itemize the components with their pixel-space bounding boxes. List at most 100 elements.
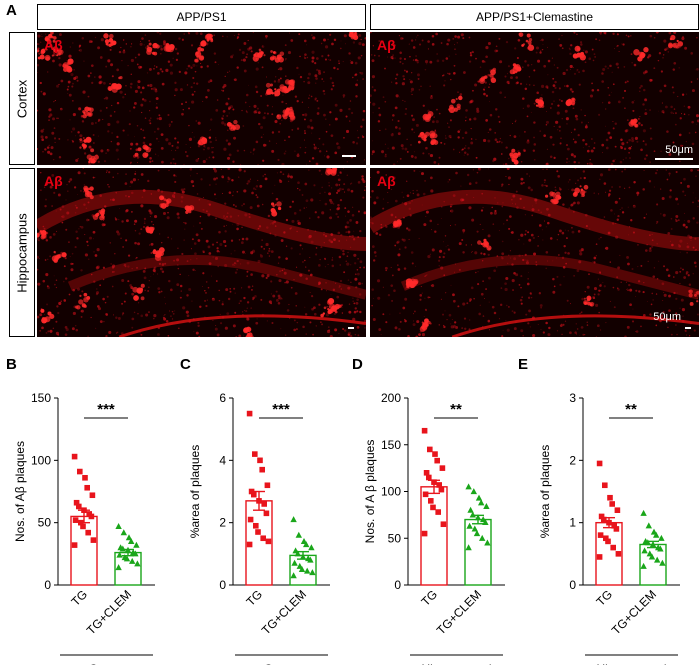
data-point xyxy=(436,482,442,488)
data-point xyxy=(659,559,666,566)
amyloid-plaque xyxy=(184,205,195,215)
data-point xyxy=(427,446,433,453)
data-point xyxy=(440,521,447,528)
x-tick-label: TG xyxy=(418,587,440,609)
data-point xyxy=(606,519,612,526)
data-point xyxy=(125,534,133,541)
amyloid-plaque xyxy=(628,118,639,128)
x-tick-label: TG+CLEM xyxy=(259,587,309,637)
cell-layer-band xyxy=(37,189,366,252)
data-point xyxy=(120,529,127,536)
y-axis-label: %area of plaques xyxy=(188,445,202,538)
data-point xyxy=(653,531,660,538)
scale-bar xyxy=(655,158,693,160)
data-point xyxy=(654,556,661,563)
cell-layer-band xyxy=(370,189,699,252)
data-point xyxy=(479,534,486,541)
data-point xyxy=(644,539,651,546)
amyloid-plaque xyxy=(320,303,336,318)
y-tick-label: 100 xyxy=(381,485,401,499)
data-point xyxy=(607,494,613,501)
data-point xyxy=(601,516,607,523)
amyloid-plaque xyxy=(405,278,416,289)
amyloid-plaque xyxy=(478,67,497,84)
data-point xyxy=(432,451,438,457)
y-tick-label: 2 xyxy=(569,453,576,467)
y-tick-label: 1 xyxy=(569,516,576,530)
data-point xyxy=(115,564,122,571)
amyloid-plaque xyxy=(565,97,576,107)
row-label-cortex: Cortex xyxy=(9,32,35,165)
data-point xyxy=(434,457,440,464)
amyloid-plaque xyxy=(75,292,91,310)
data-point xyxy=(124,546,132,553)
amyloid-plaque xyxy=(51,250,67,263)
data-point xyxy=(128,537,135,544)
y-tick-label: 2 xyxy=(219,516,226,530)
tissue-edge xyxy=(118,314,366,337)
data-point xyxy=(431,479,437,485)
chart-svg: 0 50 100 150 200 Nos. of A β plaques TGTG+CLEM… xyxy=(363,391,505,665)
amyloid-plaque xyxy=(194,47,205,63)
amyloid-plaque xyxy=(226,119,241,131)
data-point xyxy=(421,530,428,537)
amyloid-plaque xyxy=(103,33,117,47)
data-point xyxy=(255,529,261,535)
amyloid-plaque xyxy=(134,144,152,158)
amyloid-plaque xyxy=(242,326,254,337)
amyloid-plaque xyxy=(667,34,684,49)
amyloid-plaque xyxy=(348,32,359,41)
data-point xyxy=(421,427,428,434)
data-point xyxy=(657,545,664,552)
data-point xyxy=(132,550,139,557)
amyloid-plaque xyxy=(422,111,434,123)
amyloid-plaque xyxy=(276,106,293,120)
data-point xyxy=(116,551,123,558)
panel-label-b: B xyxy=(6,356,17,373)
amyloid-plaque xyxy=(265,82,281,97)
amyloid-plaque xyxy=(92,208,106,221)
data-point xyxy=(77,468,83,475)
data-point xyxy=(253,522,259,529)
data-point xyxy=(439,465,446,471)
x-tick-label: TG xyxy=(593,587,615,609)
y-tick-label: 0 xyxy=(44,578,51,592)
x-tick-label: TG xyxy=(243,587,265,609)
data-point xyxy=(475,494,483,501)
data-point xyxy=(263,510,270,517)
data-point xyxy=(649,541,657,548)
data-point xyxy=(291,559,298,566)
data-point xyxy=(484,539,491,546)
bar-tg-clem xyxy=(464,518,492,586)
data-point xyxy=(265,538,272,545)
data-point xyxy=(82,474,88,481)
amyloid-plaque xyxy=(82,106,94,119)
amyloid-plaque xyxy=(51,46,64,57)
data-point xyxy=(119,545,126,552)
data-point xyxy=(81,507,87,513)
amyloid-plaque xyxy=(107,76,123,93)
chart-d-hippocampal-plaque-count: 0 50 100 150 200 Nos. of A β plaques TG TG+CLEM… xyxy=(350,380,525,665)
amyloid-plaque xyxy=(269,50,285,63)
amyloid-plaque xyxy=(535,97,545,108)
data-point xyxy=(640,509,647,516)
data-point xyxy=(264,482,271,489)
cell-layer-band xyxy=(400,254,699,300)
amyloid-plaque xyxy=(146,42,160,56)
amyloid-plaque xyxy=(417,131,428,144)
data-point xyxy=(597,532,604,538)
panel-label-a: A xyxy=(6,2,17,19)
column-header-app-ps1-clemastine: APP/PS1+Clemastine xyxy=(370,4,699,30)
data-point xyxy=(469,511,476,518)
data-point xyxy=(658,534,665,541)
data-point xyxy=(133,541,140,548)
panel-label-c: C xyxy=(180,356,191,373)
amyloid-plaque xyxy=(633,47,649,62)
data-point xyxy=(71,453,78,460)
fluorescence-texture xyxy=(37,32,366,165)
y-axis-label: Nos. of Aβ plaques xyxy=(13,441,27,542)
data-point xyxy=(260,535,266,542)
amyloid-plaque xyxy=(252,48,266,62)
